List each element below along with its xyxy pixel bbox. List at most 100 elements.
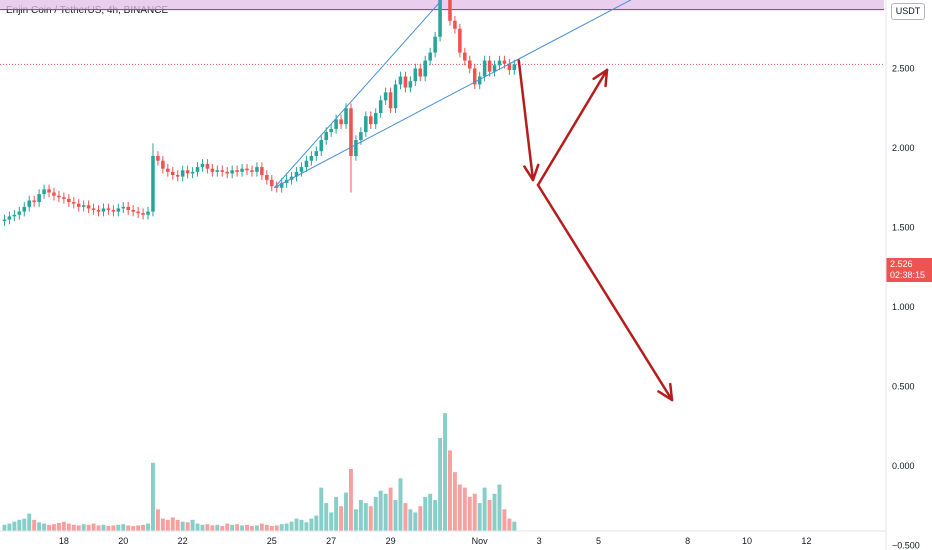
time-tick-label: 12 bbox=[801, 536, 811, 546]
volume-bar bbox=[443, 413, 447, 531]
candle-body bbox=[67, 198, 71, 203]
volume-bar bbox=[56, 522, 61, 531]
candle-body bbox=[166, 168, 170, 172]
candle-body bbox=[279, 182, 284, 188]
volume-bar bbox=[279, 524, 284, 531]
arrow-head bbox=[523, 165, 535, 182]
volume-bar bbox=[299, 519, 304, 531]
volume-bar bbox=[324, 503, 329, 531]
candle-body bbox=[22, 206, 27, 212]
candles-layer bbox=[2, 0, 517, 226]
candle-body bbox=[190, 171, 195, 174]
candle-body bbox=[329, 128, 333, 133]
candle-body bbox=[423, 60, 427, 77]
volume-bar bbox=[309, 518, 314, 531]
volume-bar bbox=[304, 522, 309, 531]
volume-bar bbox=[403, 503, 408, 531]
volume-bar bbox=[22, 518, 27, 531]
volume-bar bbox=[398, 478, 403, 531]
candle-body bbox=[260, 167, 264, 176]
volume-bar bbox=[240, 525, 245, 531]
volume-bar bbox=[12, 521, 17, 531]
candle-body bbox=[270, 179, 274, 187]
volume-bar bbox=[66, 523, 71, 531]
volume-bar bbox=[160, 518, 165, 531]
volume-bar bbox=[32, 519, 37, 531]
candle-body bbox=[200, 163, 205, 168]
time-tick-label: 20 bbox=[118, 536, 128, 546]
candle-body bbox=[468, 60, 472, 69]
candle-body bbox=[507, 63, 512, 71]
volume-bar bbox=[185, 522, 190, 531]
price-tick-label: 1.500 bbox=[892, 223, 915, 233]
time-axis-ticks: 18 20 22 25 27 29 Nov 3 5 8 10 12 bbox=[59, 536, 812, 546]
candle-body bbox=[7, 216, 12, 220]
candle-body bbox=[12, 214, 17, 217]
candle-body bbox=[408, 81, 413, 88]
price-tick-label: −0.500 bbox=[892, 541, 920, 550]
volume-bar bbox=[121, 524, 126, 531]
volume-bar bbox=[235, 524, 240, 531]
candle-body bbox=[502, 60, 507, 64]
volume-bar bbox=[477, 503, 482, 531]
candle-body bbox=[106, 208, 111, 211]
volume-bar bbox=[329, 512, 334, 531]
volume-bar bbox=[111, 525, 116, 531]
candle-body bbox=[373, 113, 378, 125]
candle-body bbox=[477, 76, 482, 85]
trendlines-layer bbox=[273, 0, 632, 189]
time-tick-label: 29 bbox=[386, 536, 396, 546]
volume-bar bbox=[339, 506, 344, 531]
volume-bar bbox=[358, 500, 363, 531]
candle-body bbox=[121, 206, 126, 209]
resistance-zone bbox=[0, 0, 884, 10]
candle-body bbox=[210, 168, 215, 172]
volume-bars-layer bbox=[2, 413, 517, 531]
volume-bar bbox=[467, 496, 472, 531]
volume-bar bbox=[195, 523, 200, 531]
candle-body bbox=[472, 68, 477, 85]
candle-body bbox=[136, 211, 140, 214]
volume-bar bbox=[507, 518, 512, 531]
volume-bar bbox=[17, 519, 22, 531]
arrow-head bbox=[669, 382, 674, 402]
candle-body bbox=[339, 119, 343, 125]
candle-body bbox=[156, 155, 160, 161]
volume-bar bbox=[61, 521, 66, 531]
volume-bar bbox=[96, 525, 101, 531]
volume-bar bbox=[220, 526, 225, 531]
arrow-bearish-target bbox=[536, 183, 674, 402]
candle-body bbox=[359, 132, 363, 141]
candle-body bbox=[215, 170, 220, 172]
candle-body bbox=[72, 202, 76, 204]
volume-bar bbox=[155, 509, 160, 531]
candle-body bbox=[304, 160, 309, 168]
candle-body bbox=[235, 170, 239, 172]
currency-unit-badge[interactable]: USDT bbox=[891, 3, 925, 20]
volume-bar bbox=[388, 487, 393, 531]
volume-bar bbox=[482, 487, 487, 531]
volume-bar bbox=[175, 519, 180, 531]
last-price-value: 2.526 bbox=[890, 259, 913, 269]
arrow-bullish-target bbox=[536, 68, 609, 187]
volume-bar bbox=[146, 523, 150, 531]
price-tick-label: 0.000 bbox=[892, 461, 915, 471]
volume-bar bbox=[457, 484, 462, 531]
candle-body bbox=[388, 92, 393, 109]
candle-body bbox=[131, 210, 135, 212]
volume-bar bbox=[433, 500, 438, 531]
candle-body bbox=[294, 171, 299, 177]
volume-bar bbox=[492, 493, 497, 531]
volume-bar bbox=[269, 526, 274, 531]
volume-bar bbox=[319, 487, 324, 531]
volume-bar bbox=[151, 462, 155, 531]
volume-bar bbox=[116, 524, 121, 531]
volume-bar bbox=[76, 525, 81, 531]
volume-bar bbox=[81, 524, 86, 531]
candle-body bbox=[62, 197, 66, 199]
candle-body bbox=[299, 167, 304, 172]
volume-bar bbox=[353, 509, 358, 531]
volume-bar bbox=[452, 472, 457, 531]
candle-body bbox=[47, 189, 51, 193]
